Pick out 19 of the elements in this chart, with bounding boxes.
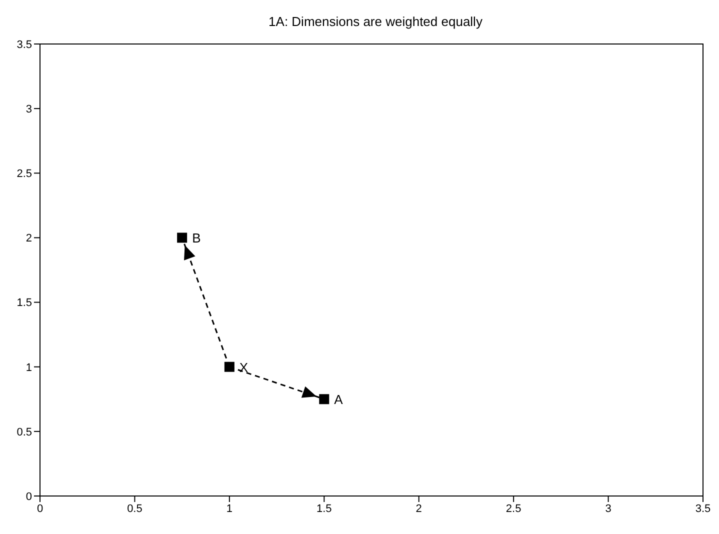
x-tick-label: 2 (416, 502, 422, 515)
x-tick-label: 3 (605, 502, 612, 515)
x-tick-label: 0.5 (127, 502, 142, 515)
y-tick-label: 3 (26, 103, 32, 116)
y-tick-label: 1.5 (16, 297, 32, 310)
x-tick-label: 3.5 (695, 502, 711, 515)
y-tick-label: 3.5 (16, 38, 32, 51)
y-tick-label: 2.5 (16, 168, 32, 180)
y-tick-label: 2 (26, 232, 32, 245)
x-tick-label: 0 (36, 502, 44, 515)
y-tick-label: 1 (26, 362, 32, 374)
y-tick-label: 0 (26, 490, 32, 503)
x-tick-label: 1 (226, 502, 232, 515)
y-tick-label: 0.5 (16, 426, 32, 438)
annotation: A (334, 392, 344, 408)
x-tick-label: 1.5 (316, 502, 332, 515)
chart-title: 1A: Dimensions are weighted equally (268, 14, 484, 29)
x-tick-label: 2.5 (506, 502, 522, 515)
annotation: B (192, 230, 201, 246)
